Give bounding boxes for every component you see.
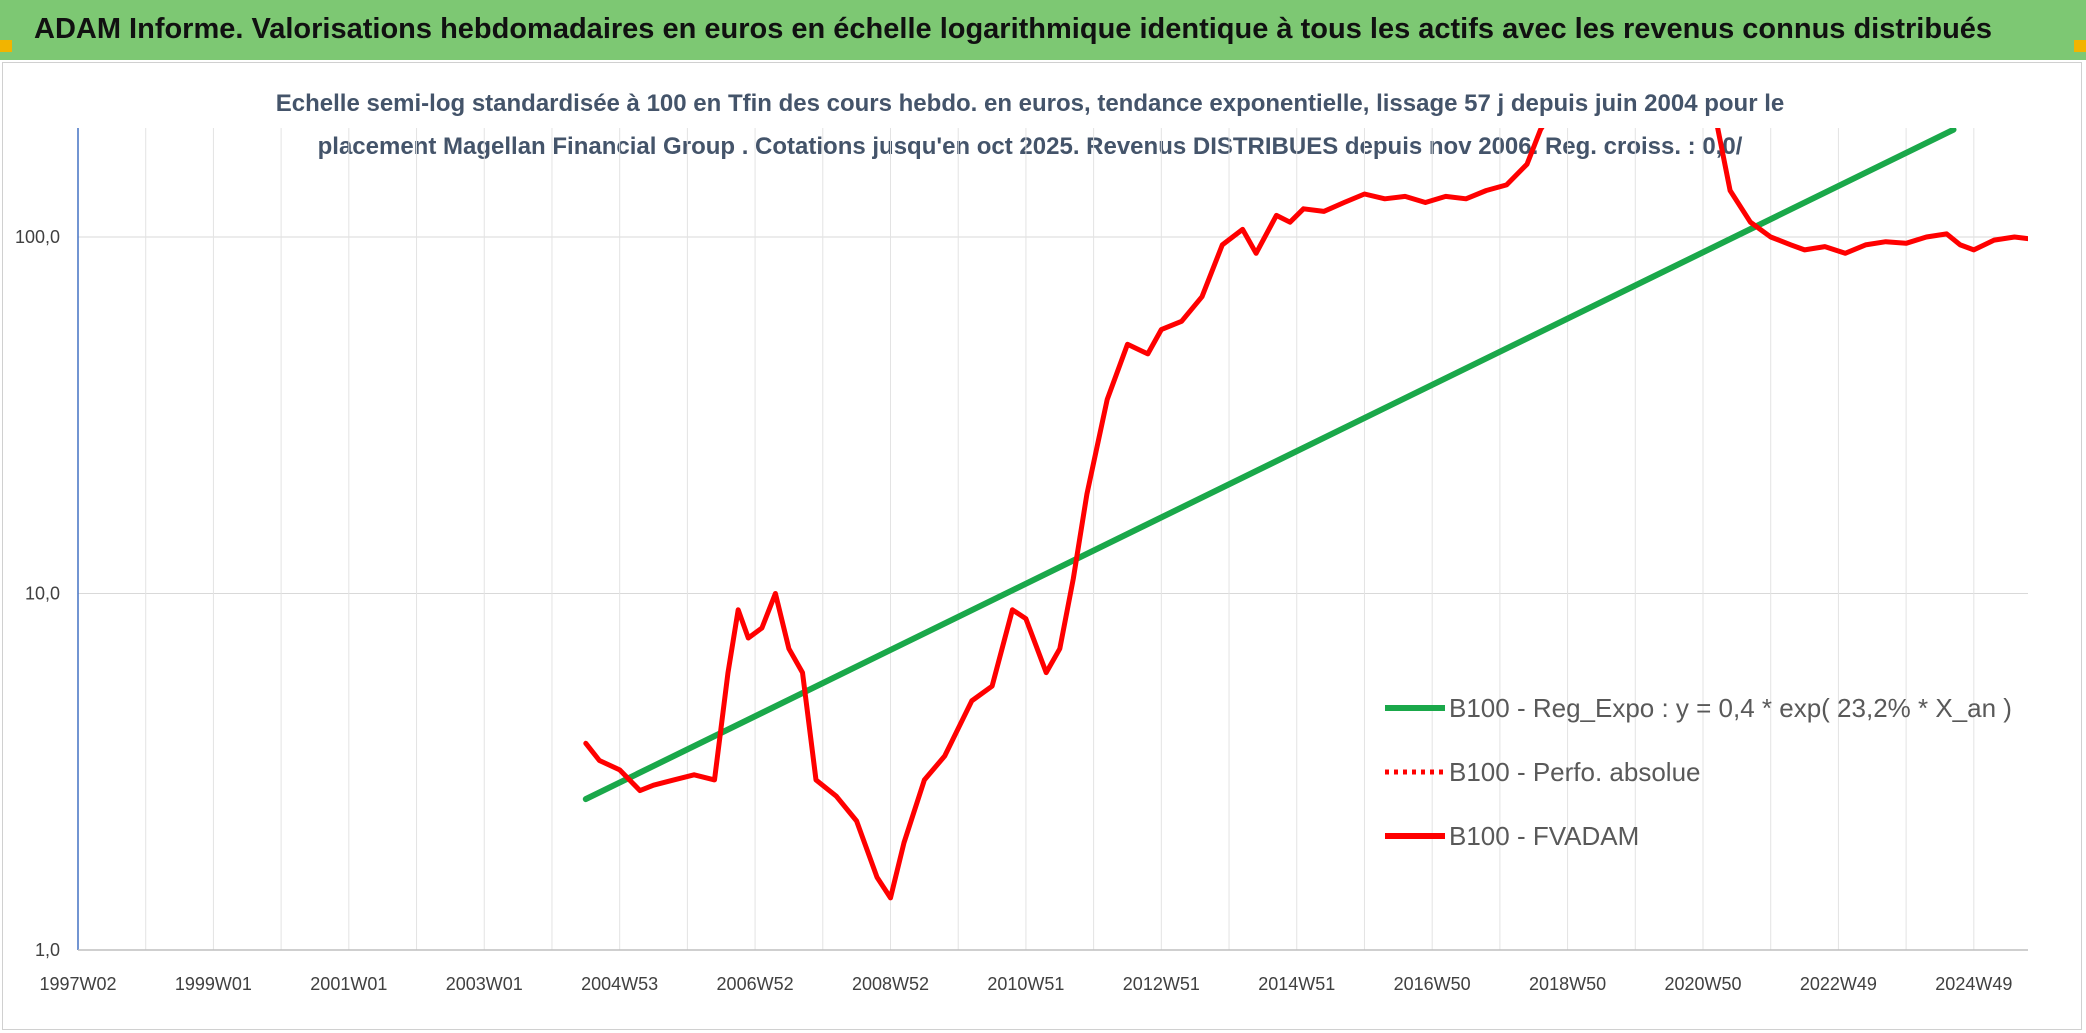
report-header: ADAM Informe. Valorisations hebdomadaire…	[0, 0, 2086, 60]
chart-legend: B100 - Reg_Expo : y = 0,4 * exp( 23,2% *…	[1385, 693, 2012, 851]
chart-title-line-1: Echelle semi-log standardisée à 100 en T…	[275, 90, 1785, 117]
x-tick-label: 2016W50	[1394, 974, 1471, 994]
legend-label: B100 - Perfo. absolue	[1449, 757, 1701, 787]
x-tick-label: 2012W51	[1123, 974, 1200, 994]
y-tick-label: 100,0	[15, 227, 60, 247]
legend-label: B100 - FVADAM	[1449, 821, 1639, 851]
chart-frame	[2, 62, 2082, 1030]
legend-label: B100 - Reg_Expo : y = 0,4 * exp( 23,2% *…	[1449, 693, 2012, 723]
x-tick-label: 2018W50	[1529, 974, 1606, 994]
x-tick-label: 2014W51	[1258, 974, 1335, 994]
corner-marker-right	[2074, 40, 2086, 52]
x-tick-label: 2008W52	[852, 974, 929, 994]
x-tick-label: 2022W49	[1800, 974, 1877, 994]
corner-marker-left	[0, 40, 12, 52]
report-title: ADAM Informe. Valorisations hebdomadaire…	[34, 13, 1993, 45]
chart-title-line-2: placement Magellan Financial Group . Cot…	[317, 133, 1743, 160]
x-tick-label: 2020W50	[1664, 974, 1741, 994]
y-tick-label: 10,0	[25, 584, 60, 604]
series-reg-expo-trend	[582, 128, 1957, 803]
x-tick-label: 2006W52	[717, 974, 794, 994]
x-tick-label: 2001W01	[310, 974, 387, 994]
x-tick-label: 2010W51	[987, 974, 1064, 994]
y-tick-label: 1,0	[35, 940, 60, 960]
x-tick-label: 1999W01	[175, 974, 252, 994]
x-tick-label: 1997W02	[39, 974, 116, 994]
x-tick-label: 2003W01	[446, 974, 523, 994]
x-tick-label: 2024W49	[1935, 974, 2012, 994]
x-tick-label: 2004W53	[581, 974, 658, 994]
series-fvadam	[583, 128, 2028, 901]
